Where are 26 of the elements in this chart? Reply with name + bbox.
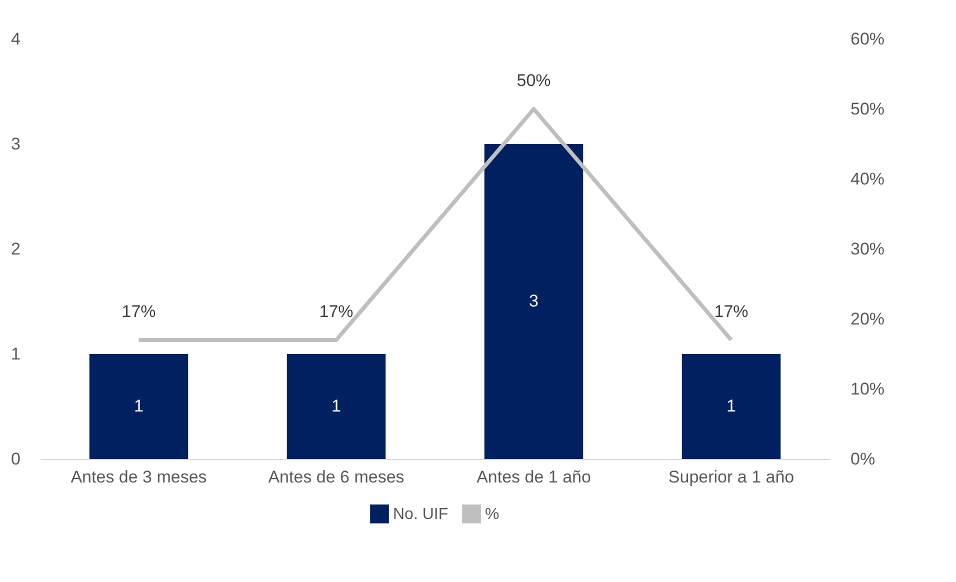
data-label: 17% bbox=[122, 302, 156, 321]
x-tick-label: Antes de 6 meses bbox=[268, 468, 404, 486]
y-tick-label: 1 bbox=[11, 344, 20, 364]
y2-tick-label: 60% bbox=[850, 30, 885, 48]
data-label: 1 bbox=[134, 396, 144, 416]
legend-label: % bbox=[485, 506, 500, 523]
y2-tick-label: 30% bbox=[850, 240, 885, 258]
y2-tick-label: 20% bbox=[850, 310, 885, 328]
x-tick-label: Antes de 1 año bbox=[476, 468, 591, 486]
y-tick-label: 3 bbox=[11, 134, 20, 154]
y2-tick-label: 10% bbox=[850, 380, 885, 398]
x-tick-label: Antes de 3 meses bbox=[70, 468, 207, 486]
y2-tick-label: 0% bbox=[850, 450, 876, 468]
x-tick-label: Superior a 1 año bbox=[668, 468, 794, 486]
y-tick-label: 2 bbox=[11, 240, 20, 258]
data-label: 17% bbox=[319, 302, 354, 321]
y-tick-label: 4 bbox=[11, 30, 20, 48]
data-label: 1 bbox=[726, 396, 736, 416]
y2-tick-label: 50% bbox=[850, 100, 885, 118]
data-label: 3 bbox=[529, 292, 538, 310]
y-tick-label: 0 bbox=[11, 450, 20, 468]
legend-label: No. UIF bbox=[393, 506, 448, 523]
data-label: 1 bbox=[332, 396, 341, 416]
y2-tick-label: 40% bbox=[850, 170, 885, 188]
data-label: 17% bbox=[714, 302, 748, 321]
data-label: 50% bbox=[516, 71, 551, 90]
